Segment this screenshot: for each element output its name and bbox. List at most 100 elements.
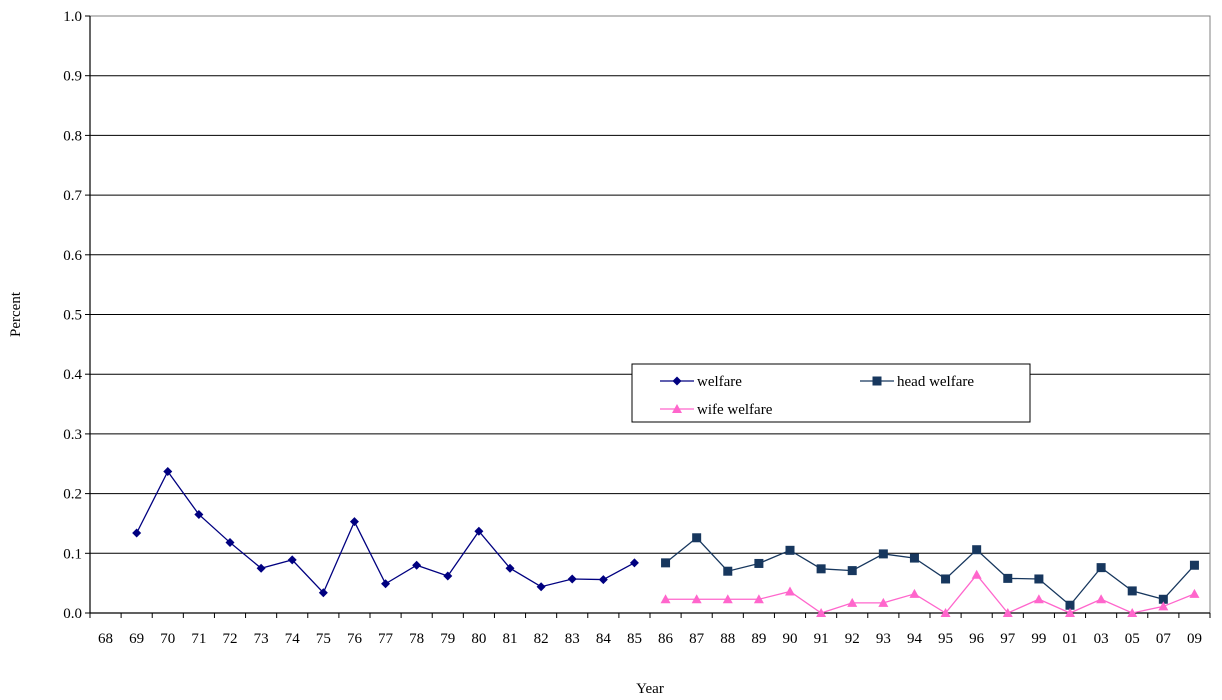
y-tick-labels: 0.0 0.1 0.2 0.3 0.4 0.5 0.6 0.7 0.8 0.9 1.0 [63, 9, 82, 622]
head-welfare-point [1158, 594, 1168, 604]
welfare-point [132, 528, 142, 538]
x-tick-label: 03 [1094, 631, 1109, 647]
head-welfare-point [1189, 560, 1199, 570]
wife-welfare-point [1065, 608, 1075, 617]
welfare-point [287, 555, 297, 565]
series-welfare [132, 467, 639, 598]
wife-welfare-point [722, 594, 733, 604]
legend-head-welfare-label: head welfare [897, 374, 974, 390]
head-welfare-point [878, 549, 888, 559]
welfare-point [567, 574, 577, 584]
legend-item-welfare: welfare [660, 374, 742, 390]
x-tick-label: 01 [1063, 631, 1078, 647]
x-tick-label: 87 [689, 631, 705, 647]
head-welfare-point [1127, 586, 1137, 596]
wife-welfare-line [665, 573, 1195, 614]
y-tick-label: 0.7 [63, 188, 82, 204]
head-welfare-line [665, 536, 1195, 607]
y-tick-label: 0.2 [63, 487, 82, 503]
legend-box [631, 363, 1031, 423]
y-axis-label: Percent [8, 291, 24, 337]
x-tick-label: 68 [98, 631, 113, 647]
welfare-point [318, 588, 328, 598]
head-welfare-point [816, 564, 826, 574]
wife-welfare-point [753, 594, 764, 604]
x-tick-label: 96 [969, 631, 985, 647]
legend-welfare-marker [672, 376, 682, 386]
x-tick-label: 73 [254, 631, 269, 647]
welfare-point [381, 579, 391, 589]
welfare-point [194, 509, 204, 519]
head-welfare-point [692, 533, 702, 543]
head-welfare-point [1096, 563, 1106, 573]
welfare-point [225, 538, 235, 548]
wife-welfare-point [940, 608, 951, 617]
y-tick-label: 0.8 [63, 128, 82, 144]
x-tick-label: 99 [1031, 631, 1046, 647]
series-wife-welfare [660, 569, 1200, 617]
x-tick-label: 80 [471, 631, 486, 647]
legend-head-welfare-marker [872, 376, 882, 386]
x-tick-label: 81 [503, 631, 518, 647]
legend: welfare head welfare wife welfare [631, 363, 1031, 423]
head-welfare-point [847, 566, 857, 576]
welfare-point [163, 467, 173, 477]
x-tick-label: 09 [1187, 631, 1202, 647]
wife-welfare-point [909, 588, 920, 598]
wife-welfare-point [1002, 608, 1013, 617]
x-tick-label: 91 [814, 631, 829, 647]
head-welfare-point [723, 566, 733, 576]
x-tick-label: 74 [285, 631, 301, 647]
x-tick-label: 90 [783, 631, 798, 647]
axes [85, 15, 1211, 618]
x-tick-label: 84 [596, 631, 612, 647]
head-welfare-point [941, 574, 951, 584]
legend-wife-welfare-marker [672, 404, 682, 413]
x-tick-label: 92 [845, 631, 860, 647]
x-tick-label: 78 [409, 631, 424, 647]
welfare-point [598, 575, 608, 585]
x-tick-label: 71 [191, 631, 206, 647]
head-welfare-point [754, 558, 764, 568]
wife-welfare-point [1189, 588, 1200, 598]
y-tick-label: 0.9 [63, 69, 82, 85]
y-tick-label: 0.3 [63, 427, 82, 443]
legend-item-wife-welfare: wife welfare [660, 402, 773, 418]
head-welfare-point [1034, 574, 1044, 584]
y-tick-label: 0.4 [63, 367, 82, 383]
welfare-point [536, 582, 546, 592]
wife-welfare-point [971, 569, 982, 579]
x-tick-label: 89 [751, 631, 766, 647]
x-tick-label: 70 [160, 631, 175, 647]
x-tick-label: 86 [658, 631, 674, 647]
wife-welfare-point [1127, 608, 1138, 617]
y-tick-label: 0.6 [63, 248, 82, 264]
welfare-point [505, 563, 515, 573]
y-tick-label: 0.5 [63, 308, 82, 324]
y-tick-label: 1.0 [63, 9, 82, 25]
head-welfare-point [1003, 573, 1013, 583]
head-welfare-point [972, 545, 982, 555]
wife-welfare-point [691, 594, 702, 604]
x-axis-label: Year [636, 681, 664, 697]
wife-welfare-point [785, 586, 795, 596]
x-tick-label: 85 [627, 631, 642, 647]
head-welfare-point [661, 558, 671, 568]
x-tick-label: 94 [907, 631, 923, 647]
y-tick-label: 0.0 [63, 606, 82, 622]
x-tick-label: 82 [534, 631, 549, 647]
welfare-point [412, 560, 422, 570]
series-head-welfare [661, 533, 1199, 610]
wife-welfare-point [816, 608, 827, 617]
head-welfare-point [1065, 600, 1075, 610]
legend-welfare-label: welfare [697, 374, 742, 390]
x-tick-label: 07 [1156, 631, 1172, 647]
x-tick-label: 69 [129, 631, 144, 647]
welfare-line [136, 470, 635, 594]
x-tick-label: 75 [316, 631, 331, 647]
x-tick-label: 97 [1000, 631, 1016, 647]
x-tick-label: 79 [440, 631, 455, 647]
x-tick-labels: 68 69 70 71 72 73 74 75 76 77 78 79 80 81 82 83 84 85 86 87… [98, 631, 1202, 647]
x-tick-label: 77 [378, 631, 394, 647]
y-tick-label: 0.1 [63, 546, 82, 562]
